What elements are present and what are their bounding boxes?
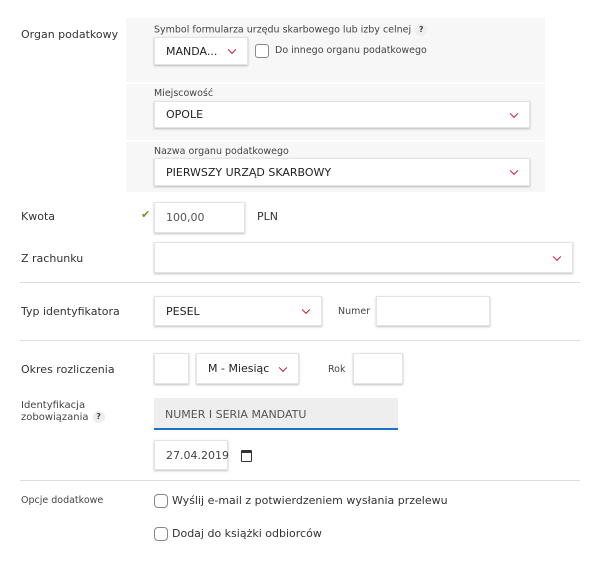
date-value: 27.04.2019	[166, 448, 229, 462]
period-label: Okres rozliczenia	[21, 363, 115, 376]
chevron-down-icon	[227, 45, 237, 55]
divider	[20, 340, 580, 341]
divider	[20, 480, 580, 481]
help-icon[interactable]: ?	[92, 411, 105, 423]
identifier-label: Typ identyfikatora	[21, 305, 120, 318]
options-label: Opcje dodatkowe	[21, 495, 104, 506]
symbol-label-text: Symbol formularza urzędu skarbowego lub …	[154, 24, 412, 36]
amount-input[interactable]: 100,00	[154, 202, 245, 233]
identifier-type-select[interactable]: PESEL	[154, 296, 322, 326]
organ-name-label: Nazwa organu podatkowego	[154, 146, 289, 157]
calendar-icon[interactable]	[241, 450, 252, 462]
organ-name-value: PIERWSZY URZĄD SKARBOWY	[166, 165, 332, 179]
organ-name-select[interactable]: PIERWSZY URZĄD SKARBOWY	[154, 158, 530, 186]
add-book-checkbox[interactable]	[154, 527, 168, 541]
amount-value: 100,00	[166, 211, 205, 224]
year-label: Rok	[328, 364, 346, 375]
email-option-label: Wyślij e-mail z potwierdzeniem wysłania …	[172, 494, 448, 507]
organ-label: Organ podatkowy	[21, 28, 119, 41]
chevron-down-icon	[301, 305, 311, 315]
date-input[interactable]: 27.04.2019	[154, 440, 229, 470]
year-input[interactable]	[353, 353, 403, 384]
account-label: Z rachunku	[21, 252, 84, 265]
other-organ-checkbox[interactable]	[255, 44, 269, 58]
number-input[interactable]	[376, 296, 490, 326]
chevron-down-icon	[552, 252, 562, 261]
check-icon: ✔	[141, 208, 151, 221]
chevron-down-icon	[509, 109, 519, 118]
obligation-input[interactable]: NUMER I SERIA MANDATU	[154, 398, 398, 430]
city-value: OPOLE	[166, 108, 204, 121]
obligation-label-line2: zobowiązania	[21, 412, 89, 423]
divider	[20, 282, 580, 283]
chevron-down-icon	[278, 363, 288, 372]
identifier-type-value: PESEL	[166, 304, 200, 318]
currency-label: PLN	[257, 210, 278, 223]
amount-label: Kwota	[21, 210, 55, 223]
other-organ-label: Do innego organu podatkowego	[275, 45, 427, 56]
period-type-select[interactable]: M - Miesiąc	[196, 353, 299, 384]
period-type-value: M - Miesiąc	[208, 362, 270, 375]
account-select[interactable]	[154, 242, 573, 273]
symbol-label: Symbol formularza urzędu skarbowego lub …	[154, 24, 428, 36]
period-number-input[interactable]	[154, 353, 189, 384]
symbol-select[interactable]: MANDA...	[154, 37, 248, 65]
city-select[interactable]: OPOLE	[154, 101, 530, 128]
symbol-value: MANDA...	[166, 44, 218, 58]
city-label: Miejscowość	[154, 88, 214, 99]
obligation-label-line1: Identyfikacja	[21, 400, 86, 411]
obligation-label: Identyfikacja zobowiązania?	[21, 400, 105, 423]
chevron-down-icon	[509, 166, 519, 176]
number-label: Numer	[338, 306, 371, 317]
add-book-label: Dodaj do książki odbiorców	[172, 527, 322, 540]
email-checkbox[interactable]	[154, 494, 168, 508]
help-icon[interactable]: ?	[415, 24, 428, 36]
